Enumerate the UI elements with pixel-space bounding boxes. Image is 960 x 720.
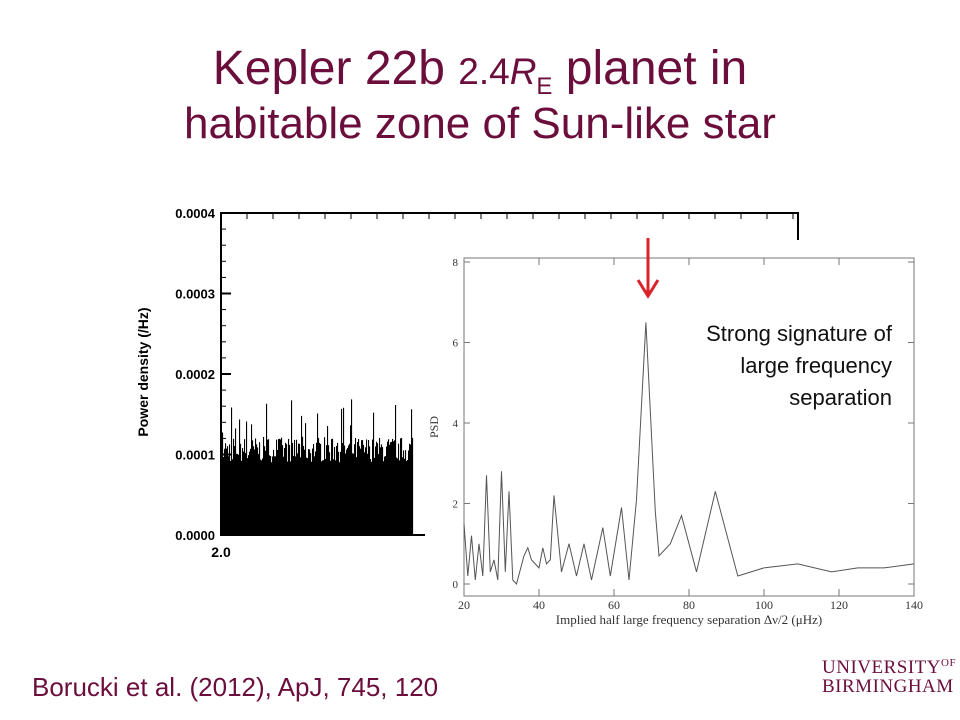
psd-xtick-label: 140 [905, 598, 923, 612]
citation: Borucki et al. (2012), ApJ, 745, 120 [32, 672, 439, 702]
psd-axes: 0 2 4 6 8 20 40 60 80 100 120 140 [453, 257, 924, 612]
psd-ytick-label: 0 [453, 579, 459, 591]
power-density-xtick-label: 2.0 [211, 544, 231, 560]
title-radius-value: 2.4 [458, 51, 510, 92]
annotation-line-1: Strong signature of [706, 321, 892, 346]
title-planet-in: planet in [552, 42, 748, 95]
slide-title: Kepler 22b 2.4RE planet in habitable zon… [0, 40, 960, 150]
power-density-ytick-label: 0.0000 [175, 528, 215, 543]
title-line-2: habitable zone of Sun-like star [184, 98, 776, 148]
peak-annotation: Strong signature of large frequency sepa… [632, 318, 892, 414]
logo-line-1: UNIVERSITYOF [822, 657, 956, 678]
psd-xtick-label: 40 [533, 598, 545, 612]
logo-city: BIRMINGHAM [822, 676, 954, 697]
psd-ytick-label: 8 [453, 257, 459, 269]
logo-university: UNIVERSITY [822, 657, 941, 678]
power-density-bar-block [221, 462, 413, 535]
red-arrow-icon [636, 238, 660, 299]
annotation-line-2: large frequency [740, 352, 892, 378]
psd-inset-background [425, 240, 930, 665]
psd-series-line [463, 322, 915, 586]
psd-ytick-label: 2 [453, 499, 459, 511]
title-planet-name: Kepler 22b [212, 42, 459, 95]
power-density-ytick-label: 0.0003 [175, 287, 215, 302]
psd-chart: 0 2 4 6 8 20 40 60 80 100 120 140 PSD Implied half … [425, 240, 930, 665]
psd-ylabel: PSD [427, 416, 441, 438]
psd-xtick-label: 80 [683, 598, 695, 612]
power-density-ytick-label: 0.0002 [175, 367, 215, 382]
title-radius-subscript: E [536, 73, 553, 100]
title-line-1: Kepler 22b 2.4RE planet in [0, 40, 960, 100]
psd-xtick-label: 60 [608, 598, 620, 612]
psd-xtick-label: 120 [830, 598, 848, 612]
title-radius-symbol: R [509, 51, 537, 92]
psd-xtick-label: 20 [458, 598, 470, 612]
psd-xtick-label: 100 [755, 598, 773, 612]
psd-ytick-label: 4 [453, 418, 459, 430]
psd-xlabel: Implied half large frequency separation … [556, 612, 822, 627]
university-logo: UNIVERSITYOF BIRMINGHAM [822, 657, 956, 697]
logo-of: OF [941, 657, 957, 669]
power-density-bars [221, 399, 414, 535]
annotation-line-3: separation [789, 384, 892, 410]
psd-ytick-label: 6 [453, 338, 459, 350]
power-density-ytick-label: 0.0004 [175, 206, 216, 221]
power-density-ylabel: Power density (/Hz) [135, 307, 151, 436]
power-density-ytick-label: 0.0001 [175, 448, 215, 463]
